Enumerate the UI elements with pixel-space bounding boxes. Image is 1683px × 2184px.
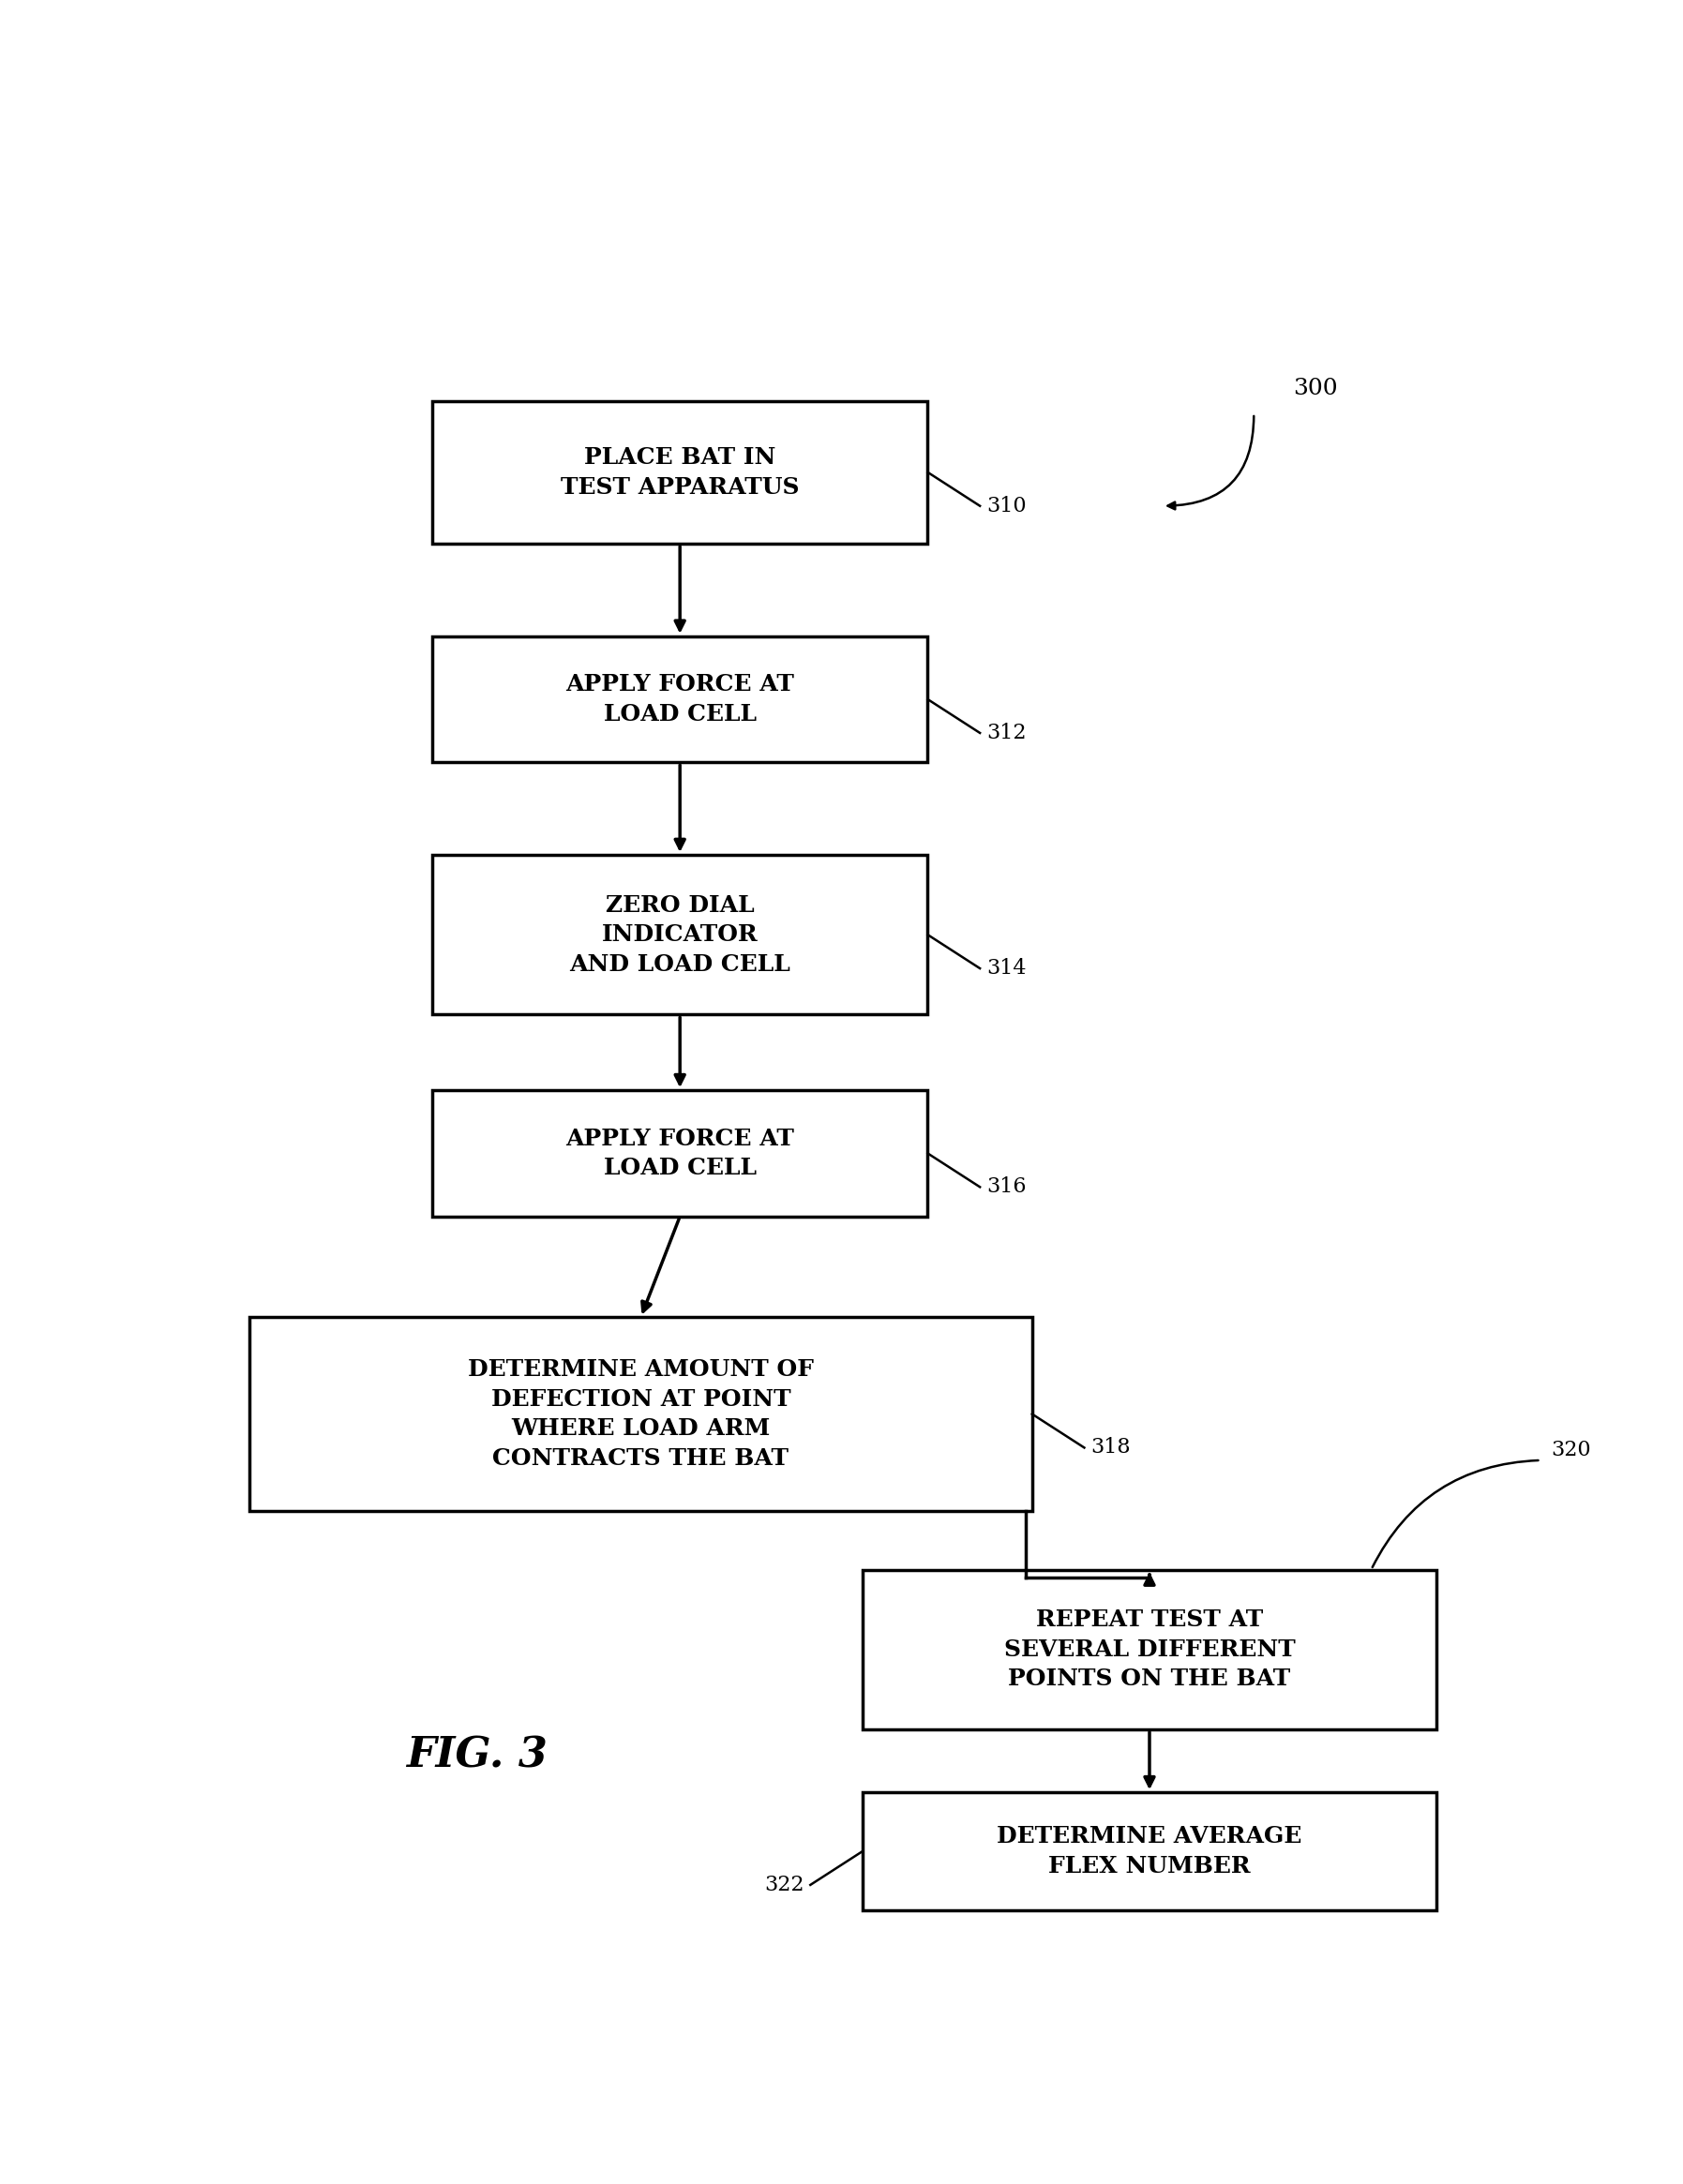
Text: ZERO DIAL
INDICATOR
AND LOAD CELL: ZERO DIAL INDICATOR AND LOAD CELL (569, 893, 791, 976)
Text: FIG. 3: FIG. 3 (406, 1736, 547, 1776)
Text: DETERMINE AVERAGE
FLEX NUMBER: DETERMINE AVERAGE FLEX NUMBER (996, 1826, 1303, 1878)
Text: 320: 320 (1552, 1439, 1590, 1461)
Bar (863, 1793, 1436, 1911)
Text: APPLY FORCE AT
LOAD CELL: APPLY FORCE AT LOAD CELL (565, 1127, 794, 1179)
Bar (863, 1570, 1436, 1730)
Text: 318: 318 (1091, 1437, 1131, 1459)
Text: 300: 300 (1293, 378, 1338, 400)
Text: PLACE BAT IN
TEST APPARATUS: PLACE BAT IN TEST APPARATUS (560, 446, 799, 498)
Text: 322: 322 (764, 1874, 804, 1896)
Text: 310: 310 (986, 496, 1027, 515)
Bar (433, 854, 927, 1016)
Text: 312: 312 (986, 723, 1027, 743)
Bar (433, 1090, 927, 1216)
Text: 316: 316 (986, 1177, 1027, 1197)
Bar (433, 402, 927, 544)
Bar (249, 1317, 1032, 1511)
Text: 314: 314 (986, 959, 1027, 978)
Text: DETERMINE AMOUNT OF
DEFECTION AT POINT
WHERE LOAD ARM
CONTRACTS THE BAT: DETERMINE AMOUNT OF DEFECTION AT POINT W… (468, 1358, 815, 1470)
Text: REPEAT TEST AT
SEVERAL DIFFERENT
POINTS ON THE BAT: REPEAT TEST AT SEVERAL DIFFERENT POINTS … (1003, 1610, 1296, 1690)
Text: APPLY FORCE AT
LOAD CELL: APPLY FORCE AT LOAD CELL (565, 673, 794, 725)
Bar (433, 636, 927, 762)
